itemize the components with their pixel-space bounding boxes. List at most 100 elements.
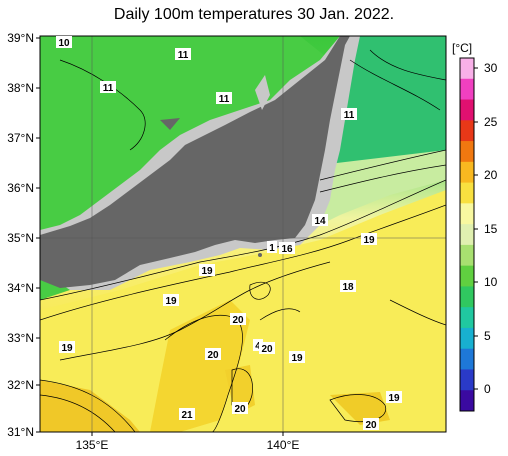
contour-label-bg — [59, 341, 75, 353]
contour-lines — [40, 49, 446, 432]
contour-label: 10 — [58, 38, 70, 49]
lon-label: 140°E — [267, 438, 300, 452]
colorbar-segment — [460, 99, 474, 121]
colorbar: 30 25 20 15 10 5 0 — [459, 57, 498, 412]
contour-label: 19 — [61, 343, 73, 354]
colorbar-segment — [460, 141, 474, 163]
contour-label: 20 — [261, 344, 273, 355]
contour-label: 11 — [344, 110, 355, 121]
lat-label: 31°N — [7, 425, 34, 439]
colorbar-segment — [460, 58, 474, 80]
lon-label: 135°E — [76, 438, 109, 452]
contour-label: 16 — [281, 244, 293, 255]
page-title: Daily 100m temperatures 30 Jan. 2022. — [113, 6, 395, 23]
land-island — [160, 118, 180, 130]
contour-label: 19 — [201, 266, 213, 277]
contour-label: 19 — [388, 393, 400, 404]
contour-label: 1 — [269, 243, 275, 254]
graticule — [40, 36, 446, 432]
colorbar-segment — [460, 161, 474, 184]
lat-label: 35°N — [7, 231, 34, 245]
contour-label: 19 — [291, 353, 303, 364]
colorbar-segment — [460, 390, 474, 412]
colorbar-segment — [460, 244, 474, 267]
contour-label: 11 — [103, 83, 114, 94]
colorbar-tick-label: 0 — [484, 382, 491, 396]
land-honshu — [40, 36, 350, 288]
lat-label: 37°N — [7, 131, 34, 145]
colorbar-segment — [460, 78, 474, 101]
contour-label-bg — [100, 81, 116, 93]
contour-label-bg — [232, 402, 248, 414]
colorbar-tick-label: 30 — [484, 61, 498, 75]
latitude-labels: 39°N 38°N 37°N 36°N 35°N 34°N 33°N 32°N 31°N — [7, 31, 40, 439]
contour-label-bg — [205, 348, 221, 360]
warm-patch-3 — [330, 392, 390, 425]
contour-label: 18 — [342, 282, 354, 293]
contour-label-bg — [312, 214, 328, 226]
lat-label: 39°N — [7, 31, 34, 45]
colorbar-tick-label: 15 — [484, 222, 498, 236]
colorbar-segment — [460, 224, 474, 246]
island-dot — [258, 253, 262, 257]
contour-label-bg — [163, 294, 179, 306]
colorbar-segment — [460, 203, 474, 225]
contour-label-bg — [267, 241, 277, 253]
colorbar-tick-label: 20 — [484, 168, 498, 182]
contour-label-bg — [363, 418, 379, 430]
map-frame — [39, 35, 447, 433]
contour-label: 20 — [207, 350, 219, 361]
contour-label-bg — [216, 92, 232, 104]
lat-label: 36°N — [7, 181, 34, 195]
contour-label-bg — [175, 48, 191, 60]
island-dot — [298, 186, 302, 190]
colorbar-tick-label: 5 — [484, 329, 491, 343]
contour-label-bg — [341, 108, 357, 120]
colorbar-segment — [460, 182, 474, 204]
contour-label-bg — [340, 280, 356, 292]
colorbar-frame — [459, 57, 475, 412]
contour-label-bg — [230, 313, 246, 325]
contour-label-bg — [179, 408, 195, 420]
contour-label: 14 — [314, 216, 326, 227]
colorbar-tick-label: 25 — [484, 115, 498, 129]
contour-label: 11 — [178, 50, 189, 61]
colorbar-segment — [460, 348, 474, 370]
contour-label-bg — [253, 339, 263, 351]
contour-label: 11 — [219, 94, 230, 105]
contour-label: 20 — [365, 420, 377, 431]
colorbar-segment — [460, 265, 474, 287]
shelf-noto — [255, 75, 270, 110]
contour-label-bg — [56, 36, 72, 48]
contour-label-bg — [279, 242, 295, 254]
lat-label: 33°N — [7, 331, 34, 345]
contour-label: 4 — [255, 341, 261, 352]
contour-label: 20 — [232, 315, 244, 326]
contour-label-bg — [386, 391, 402, 403]
colorbar-segment — [460, 286, 474, 308]
colorbar-tick-label: 10 — [484, 275, 498, 289]
warm-patch-2 — [40, 380, 140, 432]
longitude-labels: 135°E 140°E — [76, 432, 300, 452]
colorbar-unit: [°C] — [452, 41, 472, 55]
contour-label-bg — [361, 233, 377, 245]
contour-label-bg — [199, 264, 215, 276]
colorbar-segment — [460, 307, 474, 329]
colorbar-segment — [460, 369, 474, 391]
lat-label: 32°N — [7, 378, 34, 392]
lat-label: 38°N — [7, 81, 34, 95]
warm-patch-1 — [150, 300, 250, 432]
warm-water-region — [40, 190, 446, 432]
contour-label: 21 — [181, 410, 193, 421]
contour-label: 20 — [234, 404, 246, 415]
colorbar-segment — [460, 327, 474, 350]
contour-label: 19 — [165, 296, 177, 307]
map-area — [40, 36, 446, 432]
contour-label-bg — [259, 342, 275, 354]
contour-label-bg — [289, 351, 305, 363]
contour-label: 19 — [363, 235, 375, 246]
cold-water-northeast — [330, 36, 446, 175]
colorbar-segment — [460, 120, 474, 142]
